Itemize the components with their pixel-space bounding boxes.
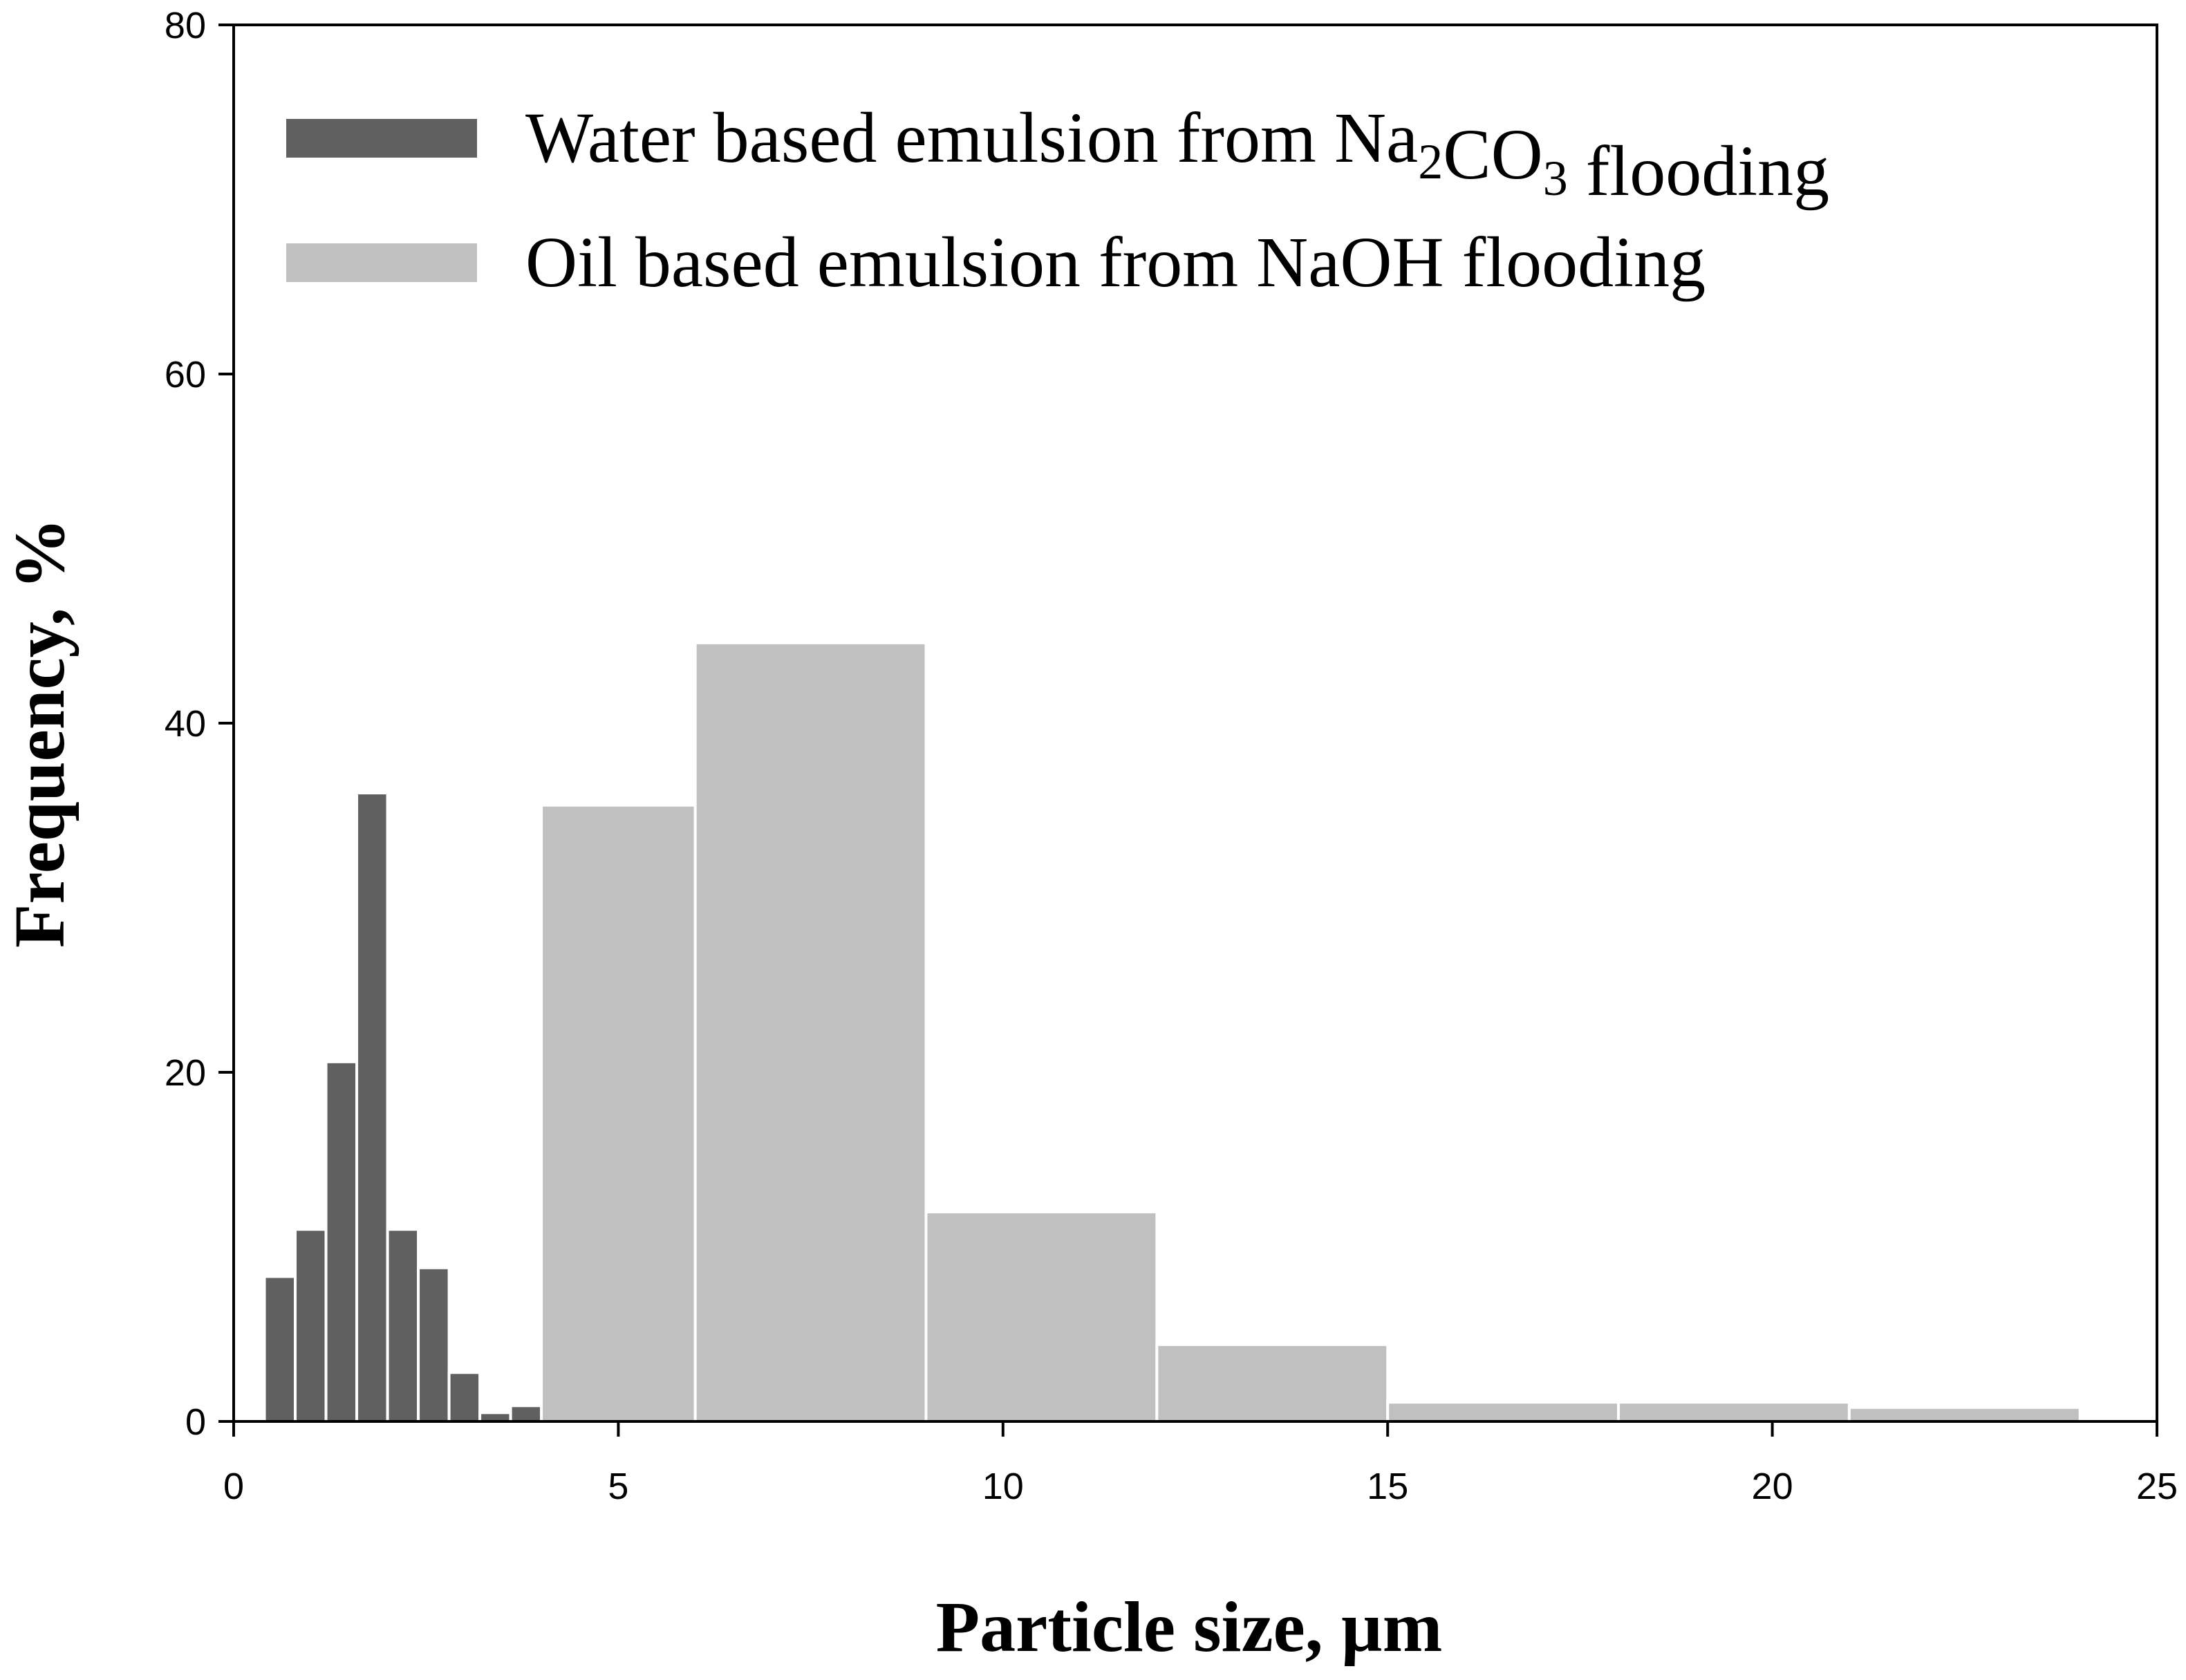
legend-label-series-2: Oil based emulsion from NaOH flooding	[525, 223, 1706, 302]
x-tick-label: 0	[223, 1466, 244, 1507]
bar-series-1-bin-3	[324, 1060, 359, 1423]
bar-series-1-bin-4	[355, 792, 389, 1423]
legend-swatch-series-2	[286, 243, 477, 282]
bar-series-2-bin-5	[1386, 1401, 1620, 1423]
bar-series-1-bin-1	[263, 1275, 297, 1424]
y-axis-title: Frequency, %	[0, 518, 80, 948]
legend: Water based emulsion from Na2CO3 floodin…	[286, 98, 1829, 302]
axes-layer: 0 20 40 60 80 0 5 10 15 20 25	[165, 5, 2178, 1507]
x-axis-title: Particle size, µm	[936, 1587, 1443, 1667]
bar-series-1-bin-7	[447, 1371, 482, 1424]
bars-layer	[263, 641, 2082, 1424]
y-tick-label: 0	[185, 1401, 206, 1443]
bar-series-1-bin-9	[509, 1404, 543, 1424]
bar-series-2-bin-6	[1617, 1401, 1851, 1423]
bar-series-1-bin-6	[417, 1266, 451, 1424]
legend-swatch-series-1	[286, 119, 477, 158]
y-tick-label: 80	[165, 5, 206, 46]
x-tick-label: 15	[1367, 1466, 1408, 1507]
bar-series-1-bin-2	[294, 1228, 328, 1423]
bar-series-2-bin-7	[1847, 1406, 2082, 1424]
bar-series-2-bin-4	[1155, 1343, 1390, 1424]
bar-series-2-bin-2	[693, 641, 928, 1423]
y-tick-label: 60	[165, 354, 206, 395]
x-tick-label: 5	[608, 1466, 628, 1507]
bar-series-1-bin-5	[386, 1228, 420, 1423]
x-tick-label: 10	[982, 1466, 1024, 1507]
legend-label-series-1: Water based emulsion from Na2CO3 floodin…	[525, 98, 1829, 211]
bar-series-2-bin-3	[924, 1211, 1159, 1423]
bar-series-2-bin-1	[540, 803, 697, 1424]
y-tick-label: 20	[165, 1052, 206, 1094]
y-tick-label: 40	[165, 703, 206, 745]
x-tick-label: 25	[2136, 1466, 2178, 1507]
x-tick-label: 20	[1752, 1466, 1793, 1507]
